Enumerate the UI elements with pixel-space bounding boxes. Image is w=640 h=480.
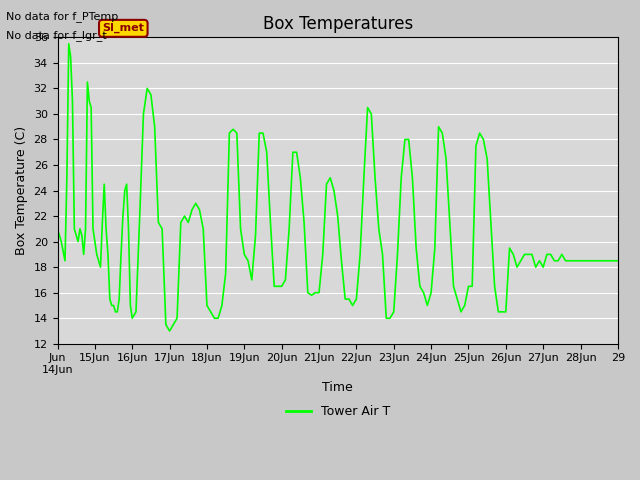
Text: No data for f_lgr_t: No data for f_lgr_t (6, 30, 107, 41)
Y-axis label: Box Temperature (C): Box Temperature (C) (15, 126, 28, 255)
X-axis label: Time: Time (323, 381, 353, 394)
Title: Box Temperatures: Box Temperatures (262, 15, 413, 33)
Text: SI_met: SI_met (102, 23, 144, 34)
Text: No data for f_PTemp: No data for f_PTemp (6, 11, 118, 22)
Legend: Tower Air T: Tower Air T (280, 400, 395, 423)
